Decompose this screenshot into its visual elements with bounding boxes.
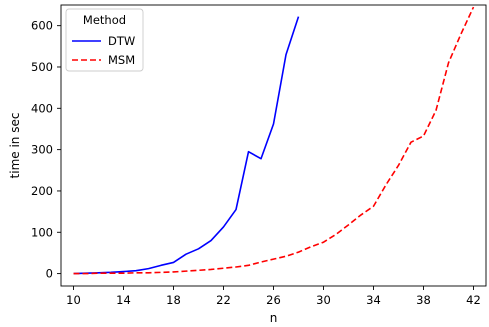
y-tick-label: 200 — [31, 184, 53, 198]
legend: Method DTW MSM — [65, 8, 144, 72]
y-tick-label: 300 — [31, 143, 53, 157]
x-tick-label: 26 — [266, 293, 281, 307]
legend-box — [65, 8, 144, 72]
y-axis-label: time in sec — [8, 113, 22, 179]
y-axis: 0 100 200 300 400 500 600 — [31, 19, 61, 281]
y-tick-label: 0 — [46, 267, 53, 281]
x-tick-label: 10 — [66, 293, 81, 307]
x-axis: 10 14 18 22 26 30 34 38 42 — [66, 286, 481, 307]
x-tick-label: 38 — [416, 293, 431, 307]
y-tick-label: 600 — [31, 19, 53, 33]
legend-title: Method — [83, 13, 126, 27]
series-line-msm — [73, 6, 475, 275]
x-tick-label: 34 — [366, 293, 381, 307]
x-tick-label: 30 — [316, 293, 331, 307]
x-tick-label: 22 — [216, 293, 231, 307]
x-tick-label: 18 — [166, 293, 181, 307]
legend-entry-msm: MSM — [108, 53, 135, 67]
x-tick-label: 14 — [116, 293, 131, 307]
series-line-dtw — [73, 16, 300, 275]
x-tick-label: 42 — [466, 293, 481, 307]
y-tick-label: 500 — [31, 60, 53, 74]
y-tick-label: 100 — [31, 225, 53, 239]
legend-entry-dtw: DTW — [108, 34, 135, 48]
x-axis-label: n — [270, 311, 278, 325]
series-lines — [73, 6, 475, 275]
y-tick-label: 400 — [31, 101, 53, 115]
